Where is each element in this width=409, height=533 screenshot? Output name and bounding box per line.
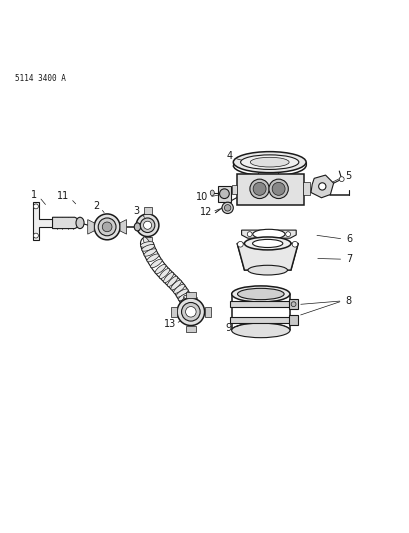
Polygon shape: [120, 220, 126, 234]
Circle shape: [290, 302, 295, 306]
Bar: [288, 300, 297, 309]
Polygon shape: [236, 244, 297, 270]
Ellipse shape: [183, 296, 191, 308]
Text: 5: 5: [345, 171, 351, 181]
Ellipse shape: [143, 221, 151, 229]
Ellipse shape: [76, 217, 84, 229]
Ellipse shape: [240, 155, 298, 169]
Circle shape: [237, 241, 243, 247]
Ellipse shape: [136, 214, 159, 237]
Circle shape: [318, 183, 325, 190]
Text: 2: 2: [93, 201, 99, 211]
Ellipse shape: [183, 296, 194, 306]
Polygon shape: [143, 237, 151, 243]
Ellipse shape: [272, 182, 284, 195]
Ellipse shape: [181, 303, 200, 321]
Ellipse shape: [177, 298, 204, 326]
Circle shape: [219, 189, 229, 199]
Ellipse shape: [176, 289, 188, 297]
Text: 1: 1: [31, 190, 37, 199]
Ellipse shape: [237, 288, 283, 300]
Ellipse shape: [150, 259, 162, 268]
Ellipse shape: [134, 223, 140, 231]
Ellipse shape: [140, 218, 155, 232]
Ellipse shape: [231, 286, 289, 302]
Ellipse shape: [140, 241, 153, 247]
Polygon shape: [33, 202, 52, 240]
Text: 13: 13: [164, 319, 176, 329]
Polygon shape: [310, 175, 333, 198]
Bar: [303, 182, 309, 195]
Ellipse shape: [178, 293, 190, 301]
Polygon shape: [236, 174, 303, 205]
Ellipse shape: [167, 276, 177, 286]
Circle shape: [285, 232, 290, 237]
Ellipse shape: [155, 264, 166, 274]
Ellipse shape: [183, 295, 196, 301]
Ellipse shape: [231, 323, 289, 338]
Ellipse shape: [102, 222, 112, 232]
Polygon shape: [52, 217, 80, 229]
Bar: [230, 301, 290, 308]
Bar: [231, 185, 237, 193]
Text: 5114 3400 A: 5114 3400 A: [15, 75, 65, 83]
Ellipse shape: [163, 272, 173, 282]
Ellipse shape: [249, 179, 269, 199]
Ellipse shape: [233, 151, 306, 173]
Text: 6: 6: [345, 234, 351, 244]
Bar: [218, 185, 230, 202]
Text: 3: 3: [133, 206, 139, 216]
Polygon shape: [186, 326, 195, 332]
Ellipse shape: [252, 182, 265, 195]
Polygon shape: [143, 207, 151, 214]
Ellipse shape: [142, 245, 154, 251]
Polygon shape: [204, 307, 211, 317]
Ellipse shape: [224, 205, 230, 211]
Circle shape: [34, 204, 38, 209]
Text: 11: 11: [57, 191, 70, 201]
Ellipse shape: [159, 269, 169, 279]
Circle shape: [292, 241, 297, 247]
Ellipse shape: [94, 214, 120, 240]
Ellipse shape: [180, 296, 191, 304]
Circle shape: [247, 232, 252, 237]
Text: 8: 8: [344, 296, 351, 306]
Text: 12: 12: [199, 207, 211, 217]
Polygon shape: [241, 230, 295, 238]
Ellipse shape: [221, 202, 233, 214]
Ellipse shape: [173, 284, 184, 293]
Text: 7: 7: [345, 254, 351, 264]
Ellipse shape: [210, 190, 214, 196]
Ellipse shape: [185, 306, 196, 317]
Bar: [288, 316, 297, 325]
Text: 9: 9: [225, 323, 231, 333]
Polygon shape: [170, 307, 177, 317]
Ellipse shape: [144, 249, 156, 256]
Circle shape: [34, 233, 38, 238]
Text: 10: 10: [196, 192, 208, 202]
Polygon shape: [88, 220, 94, 234]
Bar: [230, 317, 290, 324]
Ellipse shape: [247, 265, 287, 275]
Circle shape: [339, 177, 343, 182]
Ellipse shape: [244, 237, 290, 250]
Ellipse shape: [252, 239, 282, 247]
Ellipse shape: [143, 237, 151, 249]
Text: 4: 4: [226, 151, 232, 160]
Ellipse shape: [249, 157, 288, 167]
Ellipse shape: [268, 179, 288, 199]
Ellipse shape: [171, 280, 181, 290]
Polygon shape: [186, 292, 195, 298]
Ellipse shape: [252, 229, 284, 239]
Ellipse shape: [98, 218, 116, 236]
Ellipse shape: [146, 254, 159, 262]
